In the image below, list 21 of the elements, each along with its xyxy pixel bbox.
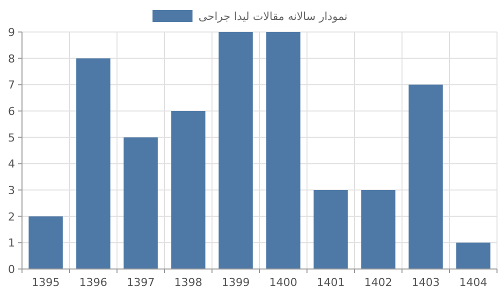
x-tick-label: 1404 xyxy=(459,276,488,289)
x-tick-label: 1395 xyxy=(32,276,60,289)
y-tick-label: 3 xyxy=(8,184,15,197)
x-tick-label: 1403 xyxy=(412,276,440,289)
x-tick-label: 1402 xyxy=(364,276,392,289)
y-tick-label: 5 xyxy=(8,131,15,144)
y-tick-label: 9 xyxy=(8,26,15,39)
x-tick-label: 1398 xyxy=(174,276,202,289)
x-tick-label: 1400 xyxy=(269,276,298,289)
y-tick-label: 2 xyxy=(8,210,15,224)
y-tick-label: 6 xyxy=(8,105,15,118)
y-tick-label: 4 xyxy=(8,158,15,171)
x-tick-label: 1397 xyxy=(126,276,155,289)
y-tick-label: 7 xyxy=(8,78,15,92)
y-tick-label: 0 xyxy=(8,263,15,276)
y-tick-label: 1 xyxy=(8,236,15,250)
legend-label: نمودار سالانه مقالات لیدا جراحی xyxy=(198,10,348,23)
y-tick-label: 8 xyxy=(8,52,15,66)
x-tick-label: 1399 xyxy=(222,276,250,289)
x-tick-label: 1396 xyxy=(79,276,108,289)
x-tick-label: 1401 xyxy=(316,276,345,289)
